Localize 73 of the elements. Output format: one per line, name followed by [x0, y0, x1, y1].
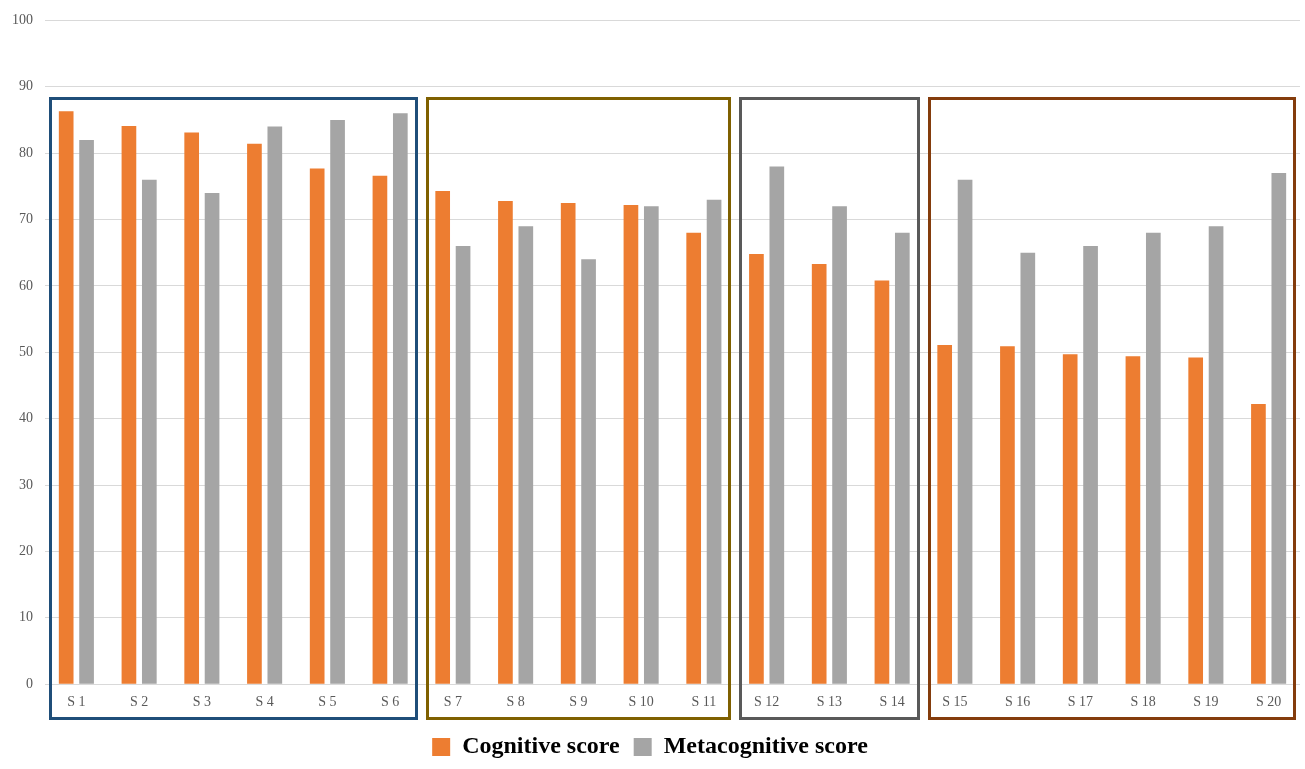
bar: [121, 125, 137, 684]
y-tick-label: 30: [19, 476, 33, 492]
bar: [1188, 357, 1204, 684]
bar: [874, 280, 890, 684]
x-tick-label: S 9: [569, 694, 588, 710]
bar: [811, 264, 827, 684]
y-tick-label: 70: [19, 211, 33, 227]
bar: [623, 204, 639, 684]
bar: [435, 191, 451, 684]
bar: [204, 192, 220, 684]
bar: [1208, 226, 1224, 684]
y-tick-label: 60: [19, 277, 33, 293]
bar: [1000, 346, 1015, 684]
bar: [58, 111, 74, 684]
bar: [769, 166, 785, 684]
bar: [247, 143, 262, 684]
y-tick-label: 20: [19, 543, 33, 559]
x-tick-label: S 8: [506, 694, 525, 710]
x-tick-label: S 1: [67, 694, 86, 710]
x-tick-label: S 19: [1193, 694, 1219, 710]
x-tick-label: S 16: [1004, 694, 1031, 710]
bar: [1145, 232, 1161, 684]
y-tick-label: 100: [12, 12, 33, 28]
x-tick-label: S 3: [192, 694, 212, 710]
y-tick-label: 80: [19, 144, 33, 160]
x-tick-label: S 12: [753, 694, 780, 710]
x-tick-label: S 4: [255, 694, 274, 710]
legend-label: Cognitive score: [462, 732, 621, 759]
bar: [392, 113, 408, 684]
x-tick-label: S 5: [318, 694, 337, 710]
bar: [498, 200, 513, 684]
bar: [1020, 252, 1036, 684]
bar: [141, 179, 157, 684]
bar: [184, 132, 200, 684]
bar: [643, 206, 659, 684]
bar: [686, 232, 702, 684]
y-tick-label: 50: [19, 343, 33, 359]
bar: [79, 139, 94, 684]
bar: [1062, 354, 1078, 684]
y-tick-label: 40: [19, 410, 33, 426]
x-tick-label: S 20: [1255, 694, 1282, 710]
bar: [957, 179, 973, 684]
x-tick-label: S 10: [628, 694, 654, 710]
bar: [894, 232, 910, 684]
bar: [1083, 246, 1098, 684]
bar: [832, 206, 847, 684]
bar: [330, 119, 345, 684]
bar: [706, 199, 722, 684]
bar: [1251, 404, 1266, 684]
bar: [518, 226, 534, 684]
bar: [455, 246, 471, 684]
bar: [1125, 356, 1141, 684]
bar: [309, 168, 325, 684]
x-tick-label: S 7: [443, 694, 463, 710]
x-tick-label: S 13: [816, 694, 843, 710]
x-tick-label: S 15: [942, 694, 968, 710]
bar: [581, 259, 596, 684]
bar: [1271, 173, 1287, 684]
x-tick-label: S 17: [1067, 694, 1094, 710]
x-tick-label: S 2: [129, 694, 149, 710]
x-tick-label: S 11: [691, 694, 717, 710]
y-tick-label: 0: [26, 675, 33, 691]
x-tick-label: S 18: [1130, 694, 1156, 710]
y-tick-label: 90: [19, 78, 33, 94]
bar: [560, 202, 576, 684]
legend-label: Metacognitive score: [663, 732, 869, 759]
bar: [937, 345, 953, 684]
x-tick-label: S 6: [380, 694, 400, 710]
bar: [267, 126, 283, 684]
bar: [749, 254, 764, 684]
x-tick-label: S 14: [879, 694, 905, 710]
bar: [372, 175, 388, 684]
y-tick-label: 10: [19, 609, 33, 625]
